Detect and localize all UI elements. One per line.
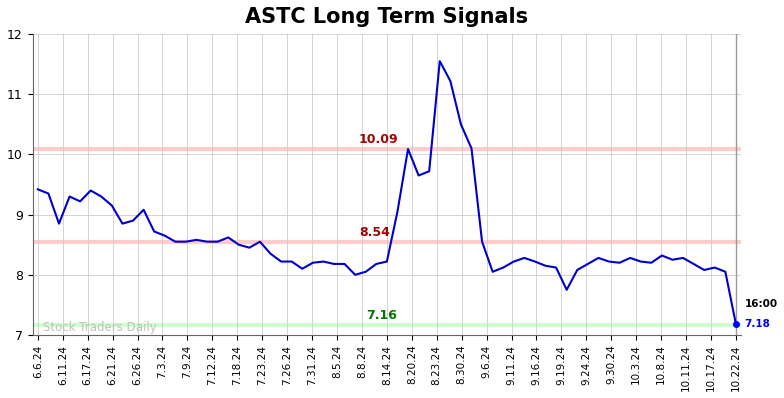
- Text: 10.09: 10.09: [359, 133, 398, 146]
- Text: 7.16: 7.16: [366, 309, 397, 322]
- Text: 16:00: 16:00: [744, 299, 778, 309]
- Text: 7.18: 7.18: [744, 319, 770, 329]
- Title: ASTC Long Term Signals: ASTC Long Term Signals: [245, 7, 528, 27]
- Text: 8.54: 8.54: [359, 226, 390, 239]
- Text: Stock Traders Daily: Stock Traders Daily: [43, 321, 157, 334]
